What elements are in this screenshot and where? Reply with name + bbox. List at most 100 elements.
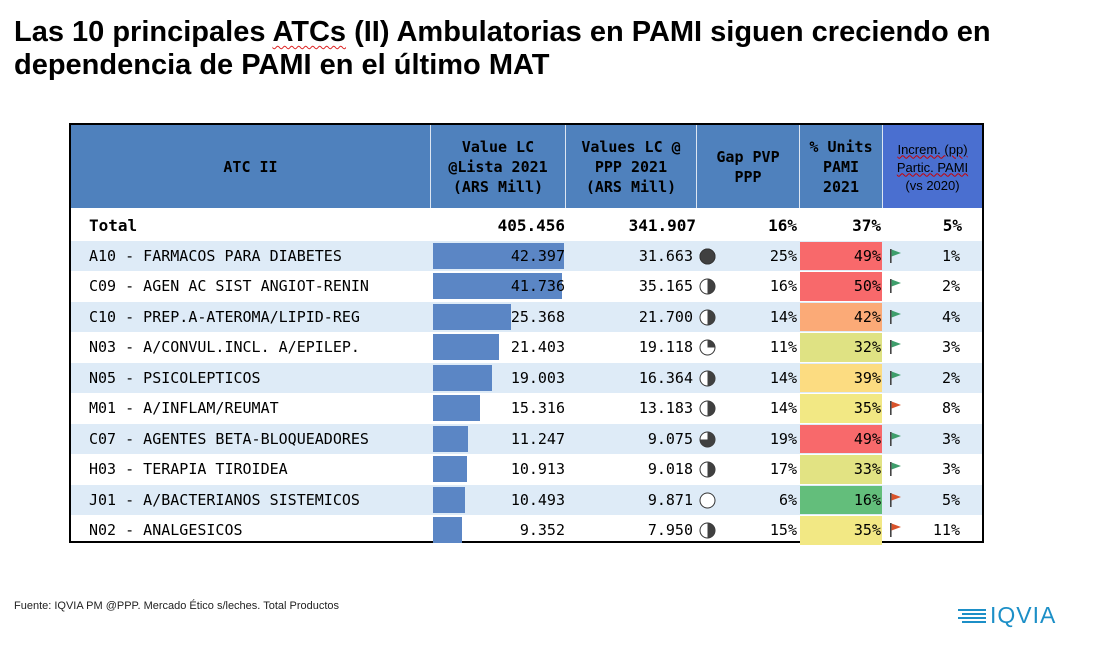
gap-pvp-ppp: 15% xyxy=(769,521,797,540)
value-bar xyxy=(433,334,499,360)
value-ppp: 7.950 xyxy=(647,521,693,540)
harvey-ball-icon xyxy=(699,461,716,478)
atc-label: J01 - A/BACTERIANOS SISTEMICOS xyxy=(89,490,360,509)
value-ppp: 16.364 xyxy=(638,368,693,387)
harvey-ball-icon xyxy=(699,522,716,539)
value-ppp: 31.663 xyxy=(638,246,693,265)
table-row: N02 - ANALGESICOS 9.352 7.950 15% 35% 11% xyxy=(71,515,982,546)
value-lista: 10.493 xyxy=(510,490,565,509)
table-row: J01 - A/BACTERIANOS SISTEMICOS 10.493 9.87… xyxy=(71,484,982,515)
gap-pvp-ppp: 6% xyxy=(778,490,797,509)
units-heat-cell xyxy=(800,272,882,301)
harvey-ball-icon xyxy=(699,339,716,356)
increment-pp: 3% xyxy=(941,338,960,357)
units-heat-cell xyxy=(800,363,882,392)
units-heat-cell xyxy=(800,394,882,423)
value-bar xyxy=(433,242,564,269)
table-row: N05 - PSICOLEPTICOS 19.003 16.364 14% 39% 2% xyxy=(71,362,982,393)
units-pami: 33% xyxy=(853,460,881,479)
atc-label: C10 - PREP.A-ATEROMA/LIPID-REG xyxy=(89,307,360,326)
atc-label: A10 - FARMACOS PARA DIABETES xyxy=(89,246,342,265)
value-lista: 10.913 xyxy=(510,460,565,479)
header-gap: Gap PVP PPP xyxy=(697,125,800,208)
header-increment: Increm. (pp) Partic. PAMI (vs 2020) xyxy=(883,125,982,208)
units-pami: 42% xyxy=(853,307,881,326)
value-bar xyxy=(433,303,511,330)
value-lista: 15.316 xyxy=(510,399,565,418)
units-heat-cell xyxy=(800,516,882,545)
value-bar xyxy=(433,517,462,543)
source-footer: Fuente: IQVIA PM @PPP. Mercado Ético s/l… xyxy=(14,600,340,612)
gap-pvp-ppp: 11% xyxy=(769,338,797,357)
units-pami: 49% xyxy=(853,429,881,448)
value-lista: 9.352 xyxy=(519,521,565,540)
value-lista: 25.368 xyxy=(510,307,565,326)
total-value-ppp: 341.907 xyxy=(628,215,696,235)
value-bar xyxy=(433,456,467,482)
value-bar xyxy=(433,425,468,452)
units-pami: 32% xyxy=(853,338,881,357)
gap-pvp-ppp: 14% xyxy=(769,399,797,418)
harvey-ball-icon xyxy=(699,400,716,417)
green-flag-icon xyxy=(890,431,901,446)
value-lista: 19.003 xyxy=(510,368,565,387)
value-bar xyxy=(433,486,465,513)
green-flag-icon xyxy=(890,462,901,476)
red-flag-icon xyxy=(890,401,901,415)
gap-pvp-ppp: 16% xyxy=(769,277,797,296)
increment-pp: 3% xyxy=(941,429,960,448)
table-row: N03 - A/CONVUL.INCL. A/EPILEP. 21.403 19.1… xyxy=(71,332,982,363)
red-flag-icon xyxy=(890,523,901,537)
green-flag-icon xyxy=(890,248,901,263)
value-lista: 41.736 xyxy=(510,277,565,296)
atc-label: N05 - PSICOLEPTICOS xyxy=(89,368,261,387)
iqvia-logo-text: IQVIA xyxy=(990,602,1057,628)
harvey-ball-icon xyxy=(699,431,716,447)
atc-label: C09 - AGEN AC SIST ANGIOT-RENIN xyxy=(89,277,369,296)
units-pami: 50% xyxy=(853,277,881,296)
header-atc: ATC II xyxy=(71,125,431,208)
value-ppp: 9.018 xyxy=(647,460,693,479)
atc-label: N03 - A/CONVUL.INCL. A/EPILEP. xyxy=(89,338,360,357)
table-row: M01 - A/INFLAM/REUMAT 15.316 13.183 14% 35% 8… xyxy=(71,393,982,424)
iqvia-lines-icon xyxy=(958,608,986,623)
units-heat-cell xyxy=(800,333,882,362)
units-heat-cell xyxy=(800,424,882,453)
table-row: C09 - AGEN AC SIST ANGIOT-RENIN 41.736 35.… xyxy=(71,271,982,302)
increment-pp: 4% xyxy=(941,307,960,326)
total-increment: 5% xyxy=(942,215,962,235)
iqvia-logo: IQVIA xyxy=(958,602,1056,629)
table-row: A10 - FARMACOS PARA DIABETES 42.397 31.663… xyxy=(71,240,982,271)
units-pami: 16% xyxy=(853,490,881,509)
green-flag-icon xyxy=(890,279,901,293)
atc-label: N02 - ANALGESICOS xyxy=(89,521,243,540)
red-flag-icon xyxy=(890,492,901,507)
green-flag-icon xyxy=(890,370,901,385)
units-heat-cell xyxy=(800,241,882,270)
units-heat-cell xyxy=(800,455,882,484)
units-heat-cell xyxy=(800,302,882,331)
green-flag-icon xyxy=(890,340,901,354)
header-value-ppp: Values LC @ PPP 2021 (ARS Mill) xyxy=(566,125,697,208)
total-label: Total xyxy=(89,215,138,235)
value-ppp: 35.165 xyxy=(638,277,693,296)
units-heat-cell xyxy=(800,485,882,514)
header-units: % Units PAMI 2021 xyxy=(800,125,883,208)
value-lista: 11.247 xyxy=(510,429,565,448)
increment-pp: 2% xyxy=(941,368,960,387)
increment-pp: 11% xyxy=(932,521,960,540)
units-pami: 49% xyxy=(853,246,881,265)
gap-pvp-ppp: 17% xyxy=(769,460,797,479)
gap-pvp-ppp: 19% xyxy=(769,429,797,448)
value-ppp: 9.871 xyxy=(647,490,693,509)
table-header: ATC II Value LC @Lista 2021 (ARS Mill) Val… xyxy=(71,125,982,208)
units-pami: 39% xyxy=(853,368,881,387)
increment-pp: 2% xyxy=(941,277,960,296)
atc-label: H03 - TERAPIA TIROIDEA xyxy=(89,460,288,479)
value-lista: 42.397 xyxy=(510,246,565,265)
table-row: H03 - TERAPIA TIROIDEA 10.913 9.018 17% 33% 3… xyxy=(71,454,982,485)
atc-label: C07 - AGENTES BETA-BLOQUEADORES xyxy=(89,429,369,448)
increment-pp: 5% xyxy=(941,490,960,509)
total-row: Total 405.456 341.907 16% 37% 5% xyxy=(71,210,982,241)
value-lista: 21.403 xyxy=(510,338,565,357)
